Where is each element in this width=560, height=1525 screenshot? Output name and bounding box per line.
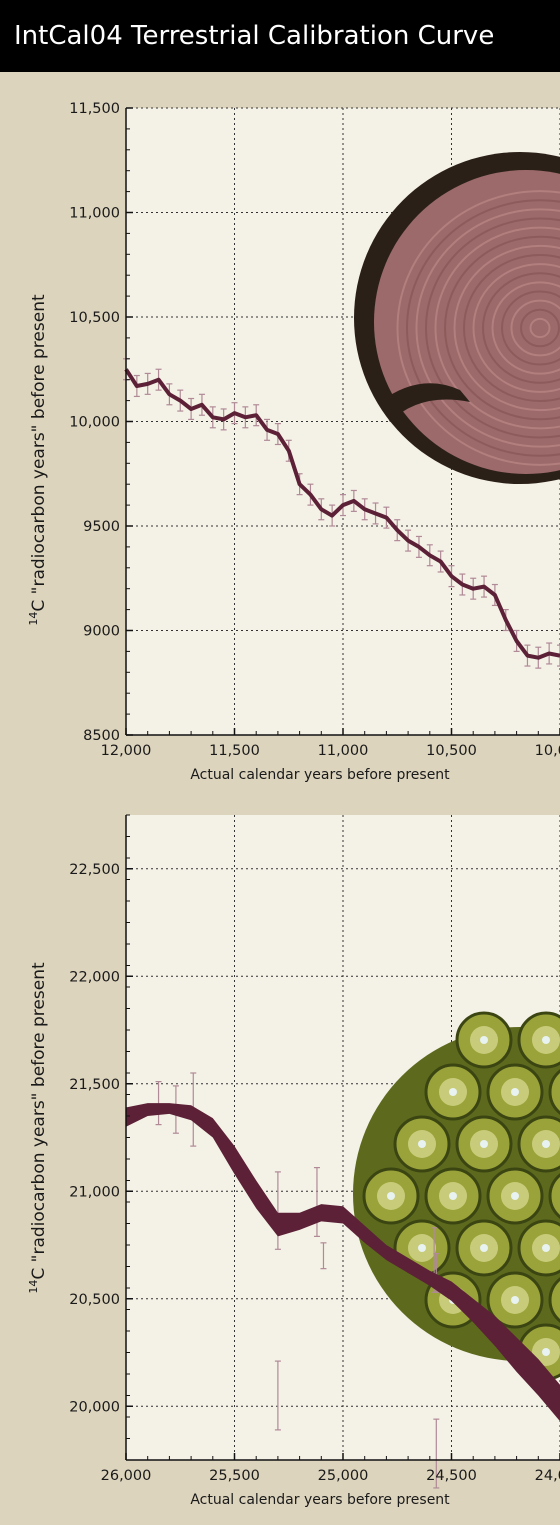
tree-ring: [472, 263, 560, 393]
tree-ring: [529, 317, 551, 339]
bark-crack: [380, 383, 470, 422]
tree-ring: [396, 190, 560, 466]
tree-ring: [434, 226, 560, 430]
y-tick-label: 8500: [83, 728, 120, 744]
coral-polyp-center: [418, 1140, 426, 1148]
tree-ring-photo: [354, 152, 560, 484]
y-tick-label: 22,000: [69, 969, 120, 985]
x-tick-label: 12,000: [101, 743, 152, 759]
header-bar: IntCal04 Terrestrial Calibration Curve: [0, 0, 560, 72]
y-axis-title: 14C "radiocarbon years" before present: [27, 294, 49, 626]
y-tick-label: 20,500: [69, 1292, 120, 1308]
x-tick-label: 26,000: [101, 1468, 152, 1484]
y-tick-label: 9000: [83, 624, 120, 640]
x-tick-label: 25,500: [209, 1468, 260, 1484]
y-tick-label: 11,000: [69, 206, 120, 222]
tree-ring: [510, 299, 560, 357]
y-tick-label: 21,500: [69, 1077, 120, 1093]
y-tick-label: 21,000: [69, 1184, 120, 1200]
x-tick-label: 11,500: [209, 743, 260, 759]
coral-polyp: [548, 1173, 560, 1219]
tree-ring-chart: 8500 9000 9500 10,000 10,500 11,000 11,500 12,0…: [27, 101, 560, 783]
x-tick-label: 11,000: [318, 743, 369, 759]
coral-polyp-center: [511, 1296, 519, 1304]
x-tick-label: 10,000: [535, 743, 560, 759]
coral-polyp-center: [387, 1192, 395, 1200]
tree-ring: [463, 254, 560, 402]
coral-polyp-center: [511, 1192, 519, 1200]
coral-polyp-center: [480, 1140, 488, 1148]
x-tick-label: 24,500: [426, 1468, 477, 1484]
tree-ring: [415, 208, 560, 448]
y-axis-title-main: C "radiocarbon years" before present: [29, 294, 49, 612]
tree-ring: [501, 290, 560, 366]
calibration-curve: [124, 368, 560, 660]
coral-chart: 20,000 20,500 21,000 21,500 22,000 22,500 26,0…: [27, 814, 560, 1508]
y-tick-label: 11,500: [69, 101, 120, 117]
y-axis-title-main: C "radiocarbon years" before present: [29, 962, 49, 1280]
coral-polyp-center: [449, 1088, 457, 1096]
x-tick-label: 10,500: [426, 743, 477, 759]
x-tick-label: 25,000: [318, 1468, 369, 1484]
x-axis-title: Actual calendar years before present: [190, 767, 450, 783]
coral-polyp: [548, 1277, 560, 1323]
coral-polyp-center: [511, 1088, 519, 1096]
tree-ring: [491, 281, 560, 375]
x-tick-label: 24,000: [535, 1468, 560, 1484]
y-tick-label: 10,000: [69, 415, 120, 431]
coral-polyp-center: [449, 1192, 457, 1200]
y-axis-title: 14C "radiocarbon years" before present: [27, 962, 49, 1294]
y-tick-label: 20,000: [69, 1399, 120, 1415]
tree-ring: [453, 244, 560, 412]
y-axis-title-superscript: 14: [27, 612, 40, 626]
y-axis-title-superscript: 14: [27, 1280, 40, 1294]
y-tick-label: 10,500: [69, 310, 120, 326]
tree-ring: [406, 199, 560, 457]
coral-polyp: [548, 1069, 560, 1115]
coral-polyp-center: [480, 1036, 488, 1044]
tree-ring: [425, 217, 560, 439]
tree-ring: [520, 308, 560, 348]
page-title: IntCal04 Terrestrial Calibration Curve: [14, 21, 495, 51]
y-tick-label: 9500: [83, 519, 120, 535]
x-axis-title: Actual calendar years before present: [190, 1492, 450, 1508]
tree-ring: [482, 272, 560, 384]
coral-polyp-center: [542, 1244, 550, 1252]
coral-polyp-center: [480, 1244, 488, 1252]
tree-ring: [444, 235, 560, 421]
coral-polyp-center: [418, 1244, 426, 1252]
coral-polyp-center: [542, 1348, 550, 1356]
coral-polyp-center: [542, 1036, 550, 1044]
coral-polyp-center: [542, 1140, 550, 1148]
y-tick-label: 22,500: [69, 862, 120, 878]
